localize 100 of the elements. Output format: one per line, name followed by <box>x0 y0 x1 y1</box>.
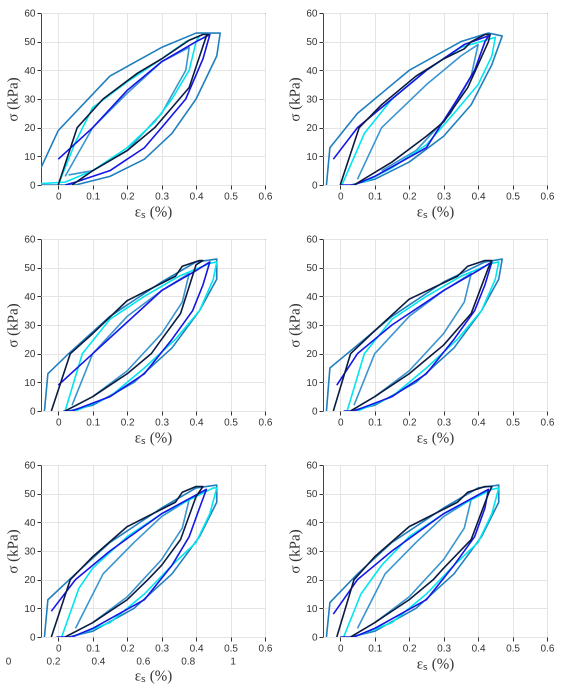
y-tick-label: 20 <box>24 349 36 360</box>
x-axis-title: εₛ (%) <box>416 204 454 220</box>
x-axis-title: εₛ (%) <box>416 656 454 672</box>
x-tick-label: 0.6 <box>258 418 273 428</box>
y-tick-label: 40 <box>24 66 36 77</box>
x-tick-label: 0.1 <box>368 644 383 654</box>
y-tick-label: 50 <box>24 489 36 500</box>
line-series <box>71 272 190 406</box>
line-series <box>353 272 472 406</box>
line-series <box>356 498 472 630</box>
y-tick-label: 30 <box>306 94 318 106</box>
y-tick-label: 20 <box>306 575 318 586</box>
y-tick-label: 30 <box>306 320 318 332</box>
x-tick-label: 0.5 <box>506 644 520 654</box>
y-tick-label: 60 <box>24 460 36 472</box>
x-tick-label: 0 <box>56 192 62 202</box>
x-tick-label: 0.5 <box>224 644 238 654</box>
x-tick-label: 0 <box>56 418 62 428</box>
y-tick-label: 0 <box>312 180 318 192</box>
y-tick-label: 30 <box>24 320 36 332</box>
x-tick-label: 0.2 <box>402 192 418 202</box>
y-tick-label: 30 <box>24 546 36 558</box>
x-tick-label: 0.3 <box>437 644 452 654</box>
y-tick-label: 50 <box>306 489 318 500</box>
x-tick-label: 0.6 <box>540 644 555 654</box>
x-tick-label: 0.4 <box>472 192 486 202</box>
y-tick-label: 50 <box>306 263 318 274</box>
y-tick-label: 60 <box>306 234 318 246</box>
y-tick-label: 40 <box>306 292 318 303</box>
x-tick-label: 0.6 <box>540 418 555 428</box>
y-axis-title: σ (kPa) <box>5 303 22 348</box>
x2-tick-label: 0 <box>6 656 12 668</box>
x-axis-title: εₛ (%) <box>134 668 172 684</box>
y-tick-label: 20 <box>24 575 36 586</box>
x-tick-label: 0.4 <box>472 418 486 428</box>
y-tick-label: 10 <box>306 152 318 163</box>
x-tick-label: 0.3 <box>155 192 170 202</box>
y-tick-label: 50 <box>306 37 318 48</box>
y-tick-label: 0 <box>30 632 36 644</box>
y-axis-title: σ (kPa) <box>287 303 304 348</box>
x2-tick-label: 1 <box>230 656 236 668</box>
y-tick-label: 30 <box>24 94 36 106</box>
y-tick-label: 50 <box>24 37 36 48</box>
x2-tick-label: 0.8 <box>181 656 196 668</box>
y-tick-label: 60 <box>306 460 318 472</box>
x2-tick-label: 0.6 <box>136 656 151 668</box>
y-tick-label: 40 <box>24 292 36 303</box>
x-axis-title: εₛ (%) <box>134 204 172 220</box>
y-tick-label: 10 <box>306 604 318 615</box>
y-tick-label: 60 <box>24 234 36 246</box>
x-tick-label: 0.6 <box>258 192 273 202</box>
y-tick-label: 0 <box>30 406 36 418</box>
y-axis-title: σ (kPa) <box>287 529 304 574</box>
y-tick-label: 30 <box>306 546 318 558</box>
y-tick-label: 0 <box>30 180 36 192</box>
y-tick-label: 60 <box>24 8 36 20</box>
x-tick-label: 0.2 <box>120 192 136 202</box>
x-tick-label: 0.5 <box>224 192 238 202</box>
x-tick-label: 0.2 <box>402 644 418 654</box>
line-series <box>74 498 190 630</box>
y-tick-label: 40 <box>24 518 36 529</box>
x-tick-label: 0.5 <box>506 418 520 428</box>
x2-tick-label: 0.2 <box>46 656 61 668</box>
y-axis-title: σ (kPa) <box>5 77 22 122</box>
x-tick-label: 0 <box>338 418 344 428</box>
x-tick-label: 0.3 <box>155 644 170 654</box>
x-tick-label: 0.1 <box>368 418 383 428</box>
y-tick-label: 20 <box>306 349 318 360</box>
y-axis-title: σ (kPa) <box>287 77 304 122</box>
x-tick-label: 0.2 <box>120 418 136 428</box>
x-axis-title: εₛ (%) <box>416 430 454 446</box>
x-tick-label: 0 <box>56 644 62 654</box>
x-tick-label: 0.2 <box>402 418 418 428</box>
y-tick-label: 20 <box>24 123 36 134</box>
x-tick-label: 0.1 <box>86 192 101 202</box>
line-series <box>356 44 479 180</box>
x-axis-title: εₛ (%) <box>134 430 172 446</box>
x-tick-label: 0.6 <box>540 192 555 202</box>
y-tick-label: 40 <box>306 518 318 529</box>
y-tick-label: 10 <box>24 152 36 163</box>
y-axis-title: σ (kPa) <box>5 529 22 574</box>
x-tick-label: 0 <box>338 644 344 654</box>
y-tick-label: 0 <box>312 406 318 418</box>
y-tick-label: 50 <box>24 263 36 274</box>
x2-tick-label: 0.4 <box>91 656 106 668</box>
x-tick-label: 0.5 <box>224 418 238 428</box>
x-tick-label: 0 <box>338 192 344 202</box>
y-tick-label: 20 <box>306 123 318 134</box>
y-tick-label: 40 <box>306 66 318 77</box>
x-tick-label: 0.2 <box>120 644 136 654</box>
x-tick-label: 0.1 <box>86 418 101 428</box>
x-tick-label: 0.3 <box>155 418 170 428</box>
x-tick-label: 0.4 <box>190 418 204 428</box>
y-tick-label: 0 <box>312 632 318 644</box>
x-tick-label: 0.6 <box>258 644 273 654</box>
x-tick-label: 0.1 <box>86 644 101 654</box>
x-tick-label: 0.1 <box>368 192 383 202</box>
y-tick-label: 60 <box>306 8 318 20</box>
x-tick-label: 0.4 <box>190 644 204 654</box>
y-tick-label: 10 <box>24 604 36 615</box>
